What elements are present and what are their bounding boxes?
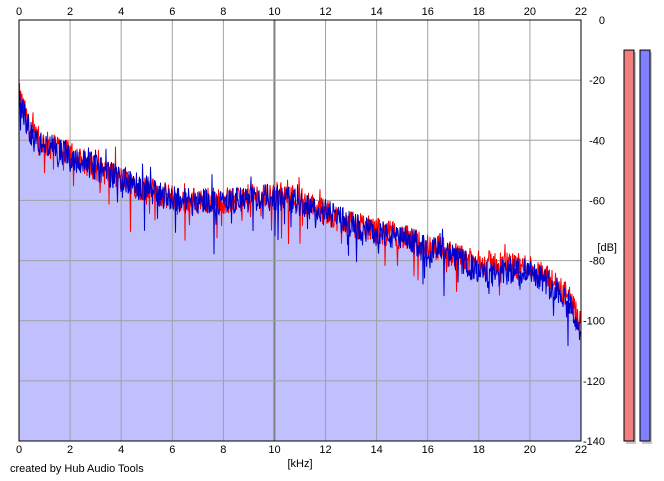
x-tick-label-bottom: 2: [67, 444, 73, 456]
grid-layer: [18, 19, 582, 442]
x-tick-label-bottom: 14: [371, 444, 383, 456]
x-tick-label-top: 18: [473, 6, 485, 18]
x-tick-label-bottom: 10: [268, 444, 280, 456]
x-tick-label-top: 22: [575, 6, 587, 18]
x-tick-label-bottom: 18: [473, 444, 485, 456]
x-tick-label-top: 12: [319, 6, 331, 18]
y-tick-label: -140: [583, 436, 605, 448]
x-tick-label-top: 0: [16, 6, 22, 18]
x-tick-label-bottom: 0: [16, 444, 22, 456]
x-tick-label-bottom: 12: [319, 444, 331, 456]
y-tick-label: -100: [583, 316, 605, 328]
x-tick-label-bottom: 20: [524, 444, 536, 456]
x-tick-label-bottom: 16: [422, 444, 434, 456]
y-tick-label: -60: [589, 195, 605, 207]
level-meter-red: [623, 49, 635, 442]
y-tick-label: -120: [583, 376, 605, 388]
level-meters: [623, 49, 652, 444]
series-line-red: [18, 83, 582, 331]
x-tick-label-bottom: 8: [220, 444, 226, 456]
x-tick-label-top: 4: [118, 6, 124, 18]
y-axis-label: [dB]: [597, 242, 617, 254]
x-axis-label: [kHz]: [287, 458, 312, 470]
axis-layer: 002244668810101212141416161818202022220-…: [16, 6, 617, 470]
x-tick-label-bottom: 4: [118, 444, 124, 456]
x-tick-label-top: 10: [268, 6, 280, 18]
x-tick-label-top: 14: [371, 6, 383, 18]
series-layer: [18, 83, 582, 347]
spectrum-fill-layer: [19, 83, 581, 441]
y-tick-label: -80: [589, 256, 605, 268]
series-line-blue: [18, 91, 582, 347]
x-tick-label-bottom: 6: [169, 444, 175, 456]
spectrum-fill: [19, 83, 581, 441]
x-tick-label-top: 6: [169, 6, 175, 18]
x-tick-label-top: 8: [220, 6, 226, 18]
x-tick-label-top: 2: [67, 6, 73, 18]
x-tick-label-bottom: 22: [575, 444, 587, 456]
level-meter-blue: [639, 49, 651, 442]
plot-frame: [18, 19, 582, 442]
y-tick-label: -20: [589, 75, 605, 87]
y-tick-label: -40: [589, 135, 605, 147]
x-tick-label-top: 20: [524, 6, 536, 18]
credit-text: created by Hub Audio Tools: [10, 463, 144, 475]
x-tick-label-top: 16: [422, 6, 434, 18]
y-tick-label: 0: [599, 15, 605, 27]
